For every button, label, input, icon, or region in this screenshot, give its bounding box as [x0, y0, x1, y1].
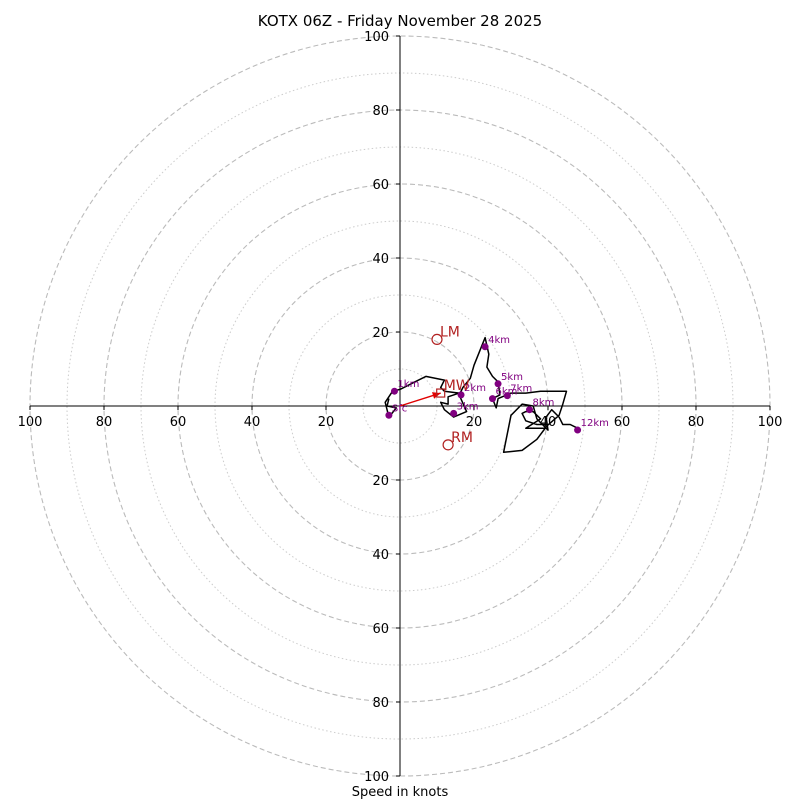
- x-tick-label: 60: [614, 415, 631, 430]
- height-marker-2km: [457, 391, 465, 399]
- height-marker-Sfc: [385, 411, 393, 419]
- height-marker-12km: [574, 426, 582, 434]
- y-tick-label: 80: [372, 696, 389, 711]
- y-tick-label: 20: [372, 326, 389, 341]
- x-tick-label: 100: [758, 415, 783, 430]
- hodograph-trace: [384, 336, 578, 454]
- height-marker-8km: [526, 406, 533, 414]
- x-tick-label: 60: [170, 415, 187, 430]
- height-label-5km: 5km: [501, 372, 523, 383]
- y-tick-label: 80: [372, 104, 389, 119]
- x-tick-label: 40: [244, 415, 261, 430]
- height-marker-5km: [494, 380, 502, 388]
- storm-motion-marker-LM: [431, 333, 443, 345]
- x-axis-label: Speed in knots: [352, 785, 449, 800]
- x-tick-label: 100: [18, 415, 43, 430]
- height-label-2km: 2km: [464, 383, 486, 394]
- storm-motion-markers: LM RM MW: [431, 324, 473, 451]
- height-label-6km: 6km: [496, 387, 518, 398]
- tick-labels: 100 80 60 40 20 20 40 60 80 100204060801002040608…: [18, 30, 783, 785]
- y-tick-label: 100: [364, 770, 389, 785]
- x-tick-label: 20: [318, 415, 335, 430]
- height-label-3km: 3km: [457, 401, 479, 412]
- y-tick-label: 20: [372, 474, 389, 489]
- height-label-4km: 4km: [488, 335, 510, 346]
- height-marker-3km: [450, 409, 458, 417]
- x-tick-label: 80: [688, 415, 705, 430]
- height-label-1km: 1km: [397, 379, 419, 390]
- storm-motion-label-LM: LM: [440, 324, 460, 340]
- storm-motion-marker-MW: [436, 388, 446, 398]
- chart-title: KOTX 06Z - Friday November 28 2025: [258, 12, 542, 30]
- height-marker-1km: [390, 387, 398, 395]
- storm-motion-label-RM: RM: [451, 430, 473, 446]
- height-marker-7km: [503, 392, 511, 400]
- storm-motion-label-MW: MW: [444, 378, 470, 394]
- height-label-Sfc: Sfc: [392, 403, 407, 414]
- y-tick-label: 40: [372, 548, 389, 563]
- height-label-12km: 12km: [581, 418, 609, 429]
- hodograph-trace-group: [384, 336, 578, 454]
- y-tick-label: 40: [372, 252, 389, 267]
- height-label-7km: 7km: [510, 384, 532, 395]
- height-label-8km: 8km: [533, 398, 555, 409]
- y-tick-label: 100: [364, 30, 389, 45]
- storm-motion-marker-RM: [442, 439, 454, 451]
- y-tick-label: 60: [372, 622, 389, 637]
- height-marker-4km: [481, 343, 489, 351]
- x-tick-label: 80: [96, 415, 113, 430]
- height-marker-6km: [489, 395, 496, 403]
- y-tick-label: 60: [372, 178, 389, 193]
- x-tick-label: 20: [466, 415, 483, 430]
